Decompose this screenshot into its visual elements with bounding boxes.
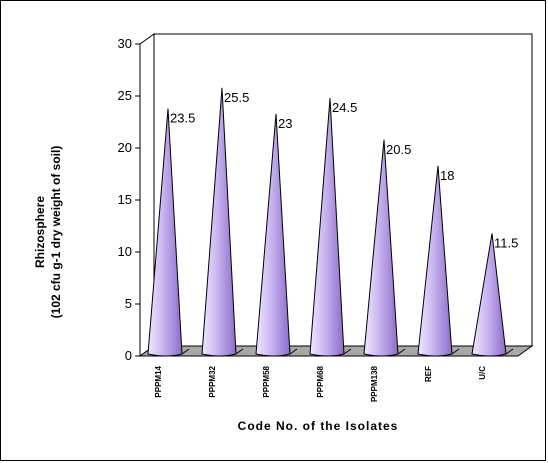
y-axis: 0 5 10 15 20 25 30: [118, 36, 141, 363]
data-label: 25.5: [224, 90, 249, 105]
cone-shadow-edge: [451, 348, 460, 355]
category-label: U/C: [478, 366, 487, 380]
cone-bar: [363, 139, 399, 357]
bar: [363, 139, 406, 357]
data-label: 23.5: [170, 111, 195, 126]
bar: [471, 233, 514, 357]
category-label: PPPM68: [316, 365, 325, 397]
y-tick-label: 15: [118, 192, 132, 207]
bar: [417, 165, 460, 357]
cone-bar: [309, 98, 345, 357]
back-wall-edge: [154, 33, 533, 346]
cone-shadow-edge: [289, 348, 298, 355]
category-label: REF: [424, 366, 433, 382]
category-label: PPPM14: [154, 365, 163, 397]
bar: [309, 98, 352, 357]
y-tick-label: 10: [118, 244, 132, 259]
y-tick-label: 25: [118, 88, 132, 103]
bar: [255, 113, 298, 357]
category-label: PPPM58: [262, 365, 271, 397]
data-label: 23: [278, 116, 292, 131]
data-label: 24.5: [332, 100, 357, 115]
cone-shadow-edge: [343, 348, 352, 355]
bar: [147, 108, 190, 357]
category-labels-group: PPPM14 PPPM32 PPPM58 PPPM68 PPPM138 REF U/C: [154, 365, 487, 402]
bar: [201, 87, 244, 357]
category-label: PPPM32: [208, 365, 217, 397]
y-tick-label: 30: [118, 36, 132, 51]
cone-shadow-edge: [181, 348, 190, 355]
category-label: PPPM138: [370, 365, 379, 402]
cone-shadow-edge: [397, 348, 406, 355]
y-axis-title-line1: Rhizosphere: [33, 196, 47, 268]
y-tick-label: 20: [118, 140, 132, 155]
data-labels-group: 23.5 25.5 23 24.5 20.5 18 11.5: [170, 90, 518, 251]
data-label: 11.5: [494, 235, 518, 250]
bars-group: [147, 87, 514, 357]
cone-shadow-edge: [235, 348, 244, 355]
cone-bar: [417, 165, 453, 357]
cone-bar: [471, 233, 507, 357]
cone-bar: [255, 113, 291, 357]
y-tick-label: 0: [125, 348, 132, 363]
cone-bar: [201, 87, 237, 357]
data-label: 18: [440, 168, 454, 183]
y-axis-title-line2: (102 cfu g-1 dry weight of soil): [49, 146, 63, 319]
data-label: 20.5: [386, 142, 411, 157]
x-axis-title: Code No. of the Isolates: [238, 419, 399, 433]
cone-shadow-edge: [505, 348, 514, 355]
y-tick-label: 5: [125, 296, 132, 311]
